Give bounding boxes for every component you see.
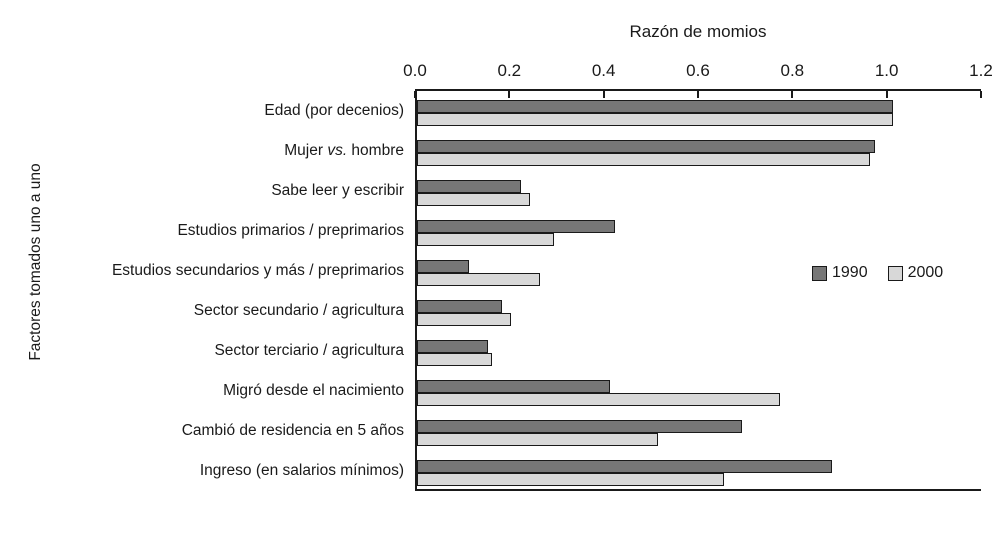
legend: 1990 2000	[812, 264, 943, 282]
axis-tick-label: 0.4	[591, 61, 616, 80]
axis-tick-label: 0.6	[686, 61, 710, 80]
axis-tick	[602, 91, 605, 98]
bar-1990	[417, 220, 615, 233]
axis-tick-label: 1.2	[969, 61, 993, 80]
bar-1990	[417, 100, 893, 113]
axis-tick-label: 0.8	[780, 61, 805, 80]
bar-2000	[417, 393, 780, 406]
category-label: Cambió de residencia en 5 años	[181, 422, 404, 439]
bar-1990	[417, 180, 521, 193]
category-label: Sector secundario / agricultura	[193, 302, 404, 319]
bar-1990	[417, 300, 502, 313]
axis-tick	[791, 91, 794, 98]
legend-item-1990: 1990	[812, 264, 868, 282]
legend-swatch-icon	[812, 265, 827, 281]
plot-area	[414, 89, 982, 491]
bar-1990	[417, 340, 488, 353]
bar-2000	[417, 433, 658, 446]
axis-tick-label: 1.0	[874, 61, 899, 80]
bar-1990	[417, 380, 610, 393]
bar-2000	[417, 113, 893, 126]
bar-2000	[417, 153, 870, 166]
category-label: Mujer vs. hombre	[284, 142, 404, 159]
bar-1990	[417, 140, 875, 153]
bar-2000	[417, 233, 554, 246]
legend-label: 1990	[832, 264, 868, 281]
category-label: Sabe leer y escribir	[271, 182, 404, 199]
axis-tick	[697, 91, 699, 98]
category-label: Estudios secundarios y más / preprimario…	[111, 262, 404, 279]
category-label: Ingreso (en salarios mínimos)	[199, 462, 404, 479]
bar-2000	[417, 313, 511, 326]
bar-1990	[417, 420, 742, 433]
category-label: Sector terciario / agricultura	[214, 342, 404, 359]
y-axis-title: Factores tomados uno a uno	[27, 163, 44, 361]
axis-tick	[980, 91, 982, 98]
bar-1990	[417, 260, 469, 273]
category-label: Edad (por decenios)	[264, 102, 404, 119]
bar-2000	[417, 473, 724, 486]
bar-2000	[417, 273, 540, 286]
axis-tick	[885, 91, 888, 98]
category-label: Migró desde el nacimiento	[223, 382, 404, 399]
chart-title: Razón de momios	[629, 22, 767, 41]
axis-tick-label: 0.2	[497, 61, 522, 80]
bar-2000	[417, 353, 492, 366]
legend-item-2000: 2000	[887, 264, 944, 282]
legend-swatch-icon	[887, 265, 903, 281]
category-label: Estudios primarios / preprimarios	[177, 222, 404, 239]
bar-2000	[417, 193, 530, 206]
legend-label: 2000	[907, 264, 944, 281]
axis-tick	[508, 91, 511, 98]
bar-1990	[417, 460, 832, 473]
axis-tick	[414, 91, 416, 98]
axis-tick-label: 0.0	[403, 61, 427, 80]
